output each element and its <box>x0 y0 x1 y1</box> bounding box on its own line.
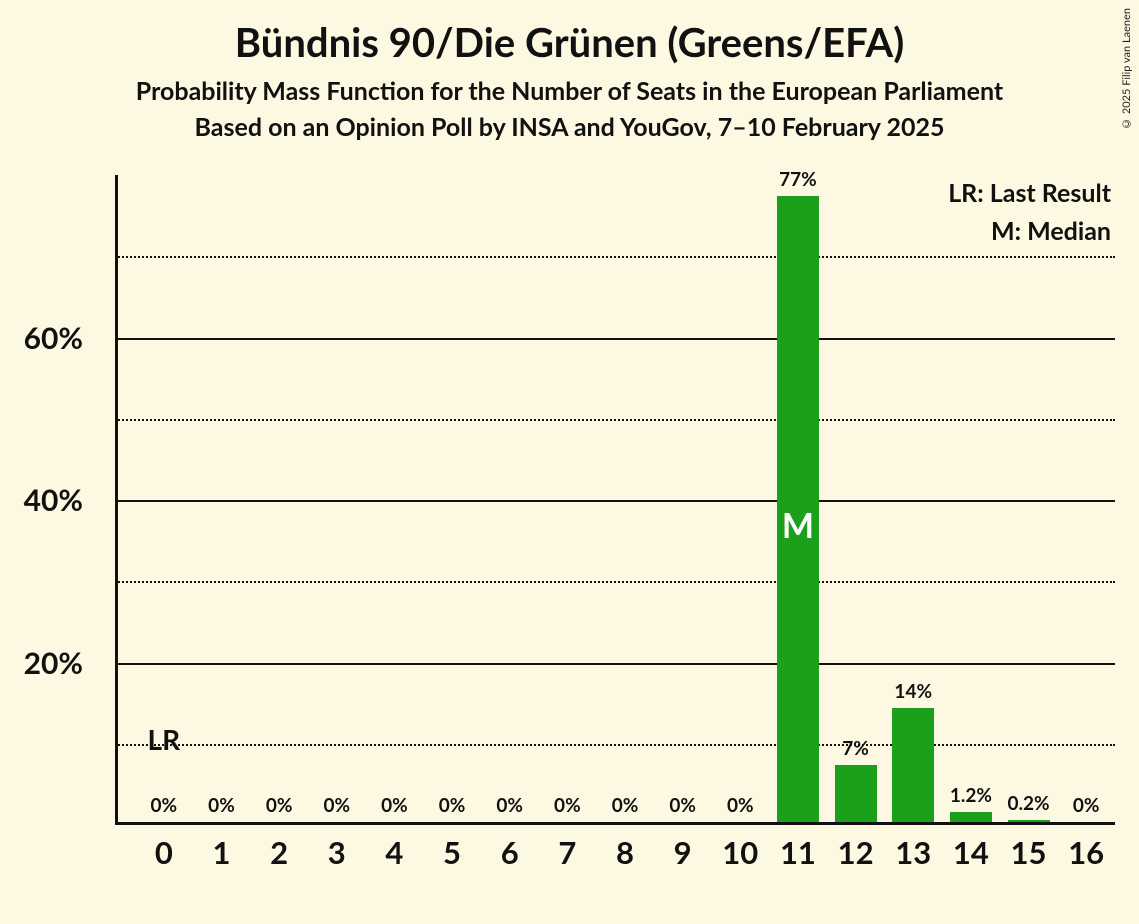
x-tick-label: 12 <box>838 833 874 871</box>
x-tick-label: 16 <box>1068 833 1104 871</box>
bar <box>1008 820 1050 822</box>
bar <box>950 812 992 822</box>
x-tick-label: 0 <box>155 833 173 871</box>
plot-region: LR: Last Result M: Median 20%40%60%0%0LR… <box>115 175 1115 825</box>
x-tick-label: 2 <box>270 833 288 871</box>
bar-value-label: 1.2% <box>950 784 992 807</box>
bar-value-label: 0% <box>151 794 178 817</box>
x-tick-label: 4 <box>385 833 403 871</box>
grid-major <box>115 338 1115 340</box>
x-tick-label: 1 <box>212 833 230 871</box>
bar-value-label: 0% <box>381 794 408 817</box>
grid-minor <box>115 256 1115 258</box>
chart-header: Bündnis 90/Die Grünen (Greens/EFA) Proba… <box>0 0 1139 142</box>
x-tick-label: 15 <box>1011 833 1047 871</box>
bar-value-label: 7% <box>842 737 869 760</box>
y-tick-label: 40% <box>0 482 83 518</box>
bar-value-label: 0% <box>266 794 293 817</box>
legend: LR: Last Result M: Median <box>948 175 1111 250</box>
copyright-text: © 2025 Filip van Laenen <box>1120 8 1133 130</box>
chart-plot-area: LR: Last Result M: Median 20%40%60%0%0LR… <box>115 175 1115 825</box>
bar-value-label: 0% <box>1073 794 1100 817</box>
grid-minor <box>115 419 1115 421</box>
x-tick-label: 11 <box>780 833 816 871</box>
x-tick-label: 7 <box>558 833 576 871</box>
grid-minor <box>115 581 1115 583</box>
legend-m: M: Median <box>948 213 1111 251</box>
bar-value-label: 0% <box>669 794 696 817</box>
bar-value-label: 0% <box>727 794 754 817</box>
x-tick-label: 5 <box>443 833 461 871</box>
median-marker: M <box>782 505 814 546</box>
chart-title: Bündnis 90/Die Grünen (Greens/EFA) <box>0 18 1139 66</box>
bar-value-label: 0% <box>439 794 466 817</box>
x-tick-label: 8 <box>616 833 634 871</box>
grid-minor <box>115 744 1115 746</box>
bar-value-label: 0.2% <box>1007 792 1049 815</box>
y-tick-label: 20% <box>0 645 83 681</box>
bar-value-label: 77% <box>779 168 817 191</box>
bar-value-label: 0% <box>612 794 639 817</box>
bar <box>835 765 877 822</box>
grid-major <box>115 500 1115 502</box>
x-tick-label: 14 <box>953 833 989 871</box>
last-result-marker: LR <box>148 722 181 756</box>
chart-subtitle-1: Probability Mass Function for the Number… <box>0 76 1139 106</box>
x-tick-label: 9 <box>674 833 692 871</box>
bar-value-label: 0% <box>496 794 523 817</box>
bar-value-label: 0% <box>554 794 581 817</box>
bar <box>892 708 934 822</box>
bar-value-label: 0% <box>208 794 235 817</box>
x-tick-label: 13 <box>895 833 931 871</box>
x-tick-label: 3 <box>328 833 346 871</box>
bar-value-label: 14% <box>894 680 932 703</box>
legend-lr: LR: Last Result <box>948 175 1111 213</box>
chart-subtitle-2: Based on an Opinion Poll by INSA and You… <box>0 112 1139 142</box>
bar-value-label: 0% <box>323 794 350 817</box>
grid-major <box>115 663 1115 665</box>
y-tick-label: 60% <box>0 320 83 356</box>
x-axis <box>115 822 1115 825</box>
x-tick-label: 10 <box>722 833 758 871</box>
x-tick-label: 6 <box>501 833 519 871</box>
